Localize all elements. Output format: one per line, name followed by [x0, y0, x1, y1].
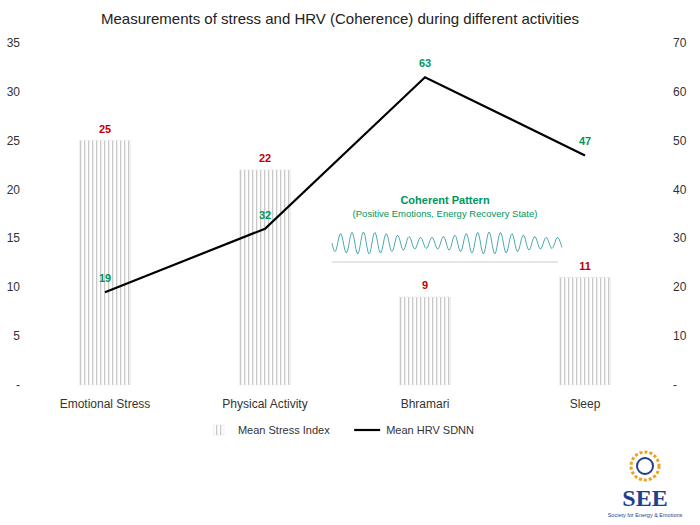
legend-swatch — [214, 425, 224, 435]
y-tick-label: 35 — [7, 36, 21, 50]
x-tick-label: Physical Activity — [222, 397, 307, 411]
y2-tick-label: - — [673, 378, 677, 392]
y2-tick-label: 20 — [673, 280, 687, 294]
bar-data-label: 22 — [259, 152, 271, 164]
bar-data-label: 25 — [99, 123, 111, 135]
y-tick-label: 25 — [7, 134, 21, 148]
line-data-label: 47 — [579, 135, 591, 147]
legend-item: Mean HRV SDNN — [354, 424, 474, 436]
y2-tick-label: 40 — [673, 183, 687, 197]
legend-label: Mean Stress Index — [238, 424, 330, 436]
annotation: (Positive Emotions, Energy Recovery Stat… — [353, 208, 538, 219]
logo-text: SEE — [622, 485, 667, 511]
y2-tick-label: 30 — [673, 231, 687, 245]
bar — [239, 170, 290, 385]
x-tick-label: Bhramari — [401, 397, 450, 411]
annotation: Coherent Pattern — [400, 194, 490, 206]
x-tick-label: Sleep — [570, 397, 601, 411]
waveform-illustration — [330, 222, 562, 268]
y2-tick-label: 60 — [673, 85, 687, 99]
y2-tick-label: 70 — [673, 36, 687, 50]
legend-label: Mean HRV SDNN — [386, 424, 474, 436]
legend-item: Mean Stress Index — [214, 424, 330, 436]
line — [105, 77, 585, 292]
x-tick-label: Emotional Stress — [60, 397, 151, 411]
chart: Measurements of stress and HRV (Coherenc… — [0, 0, 700, 525]
title: Measurements of stress and HRV (Coherenc… — [101, 10, 579, 27]
legend-swatch — [354, 429, 380, 431]
line-data-label: 19 — [99, 272, 111, 284]
line-data-label: 32 — [259, 209, 271, 221]
logo-icon — [631, 452, 659, 480]
legend: Mean Stress Index Mean HRV SDNN — [214, 424, 474, 436]
y-tick-label: 5 — [13, 329, 20, 343]
y-tick-label: 20 — [7, 183, 21, 197]
y2-tick-label: 10 — [673, 329, 687, 343]
bar — [559, 278, 610, 385]
line-data-label: 63 — [419, 57, 431, 69]
y2-tick-label: 50 — [673, 134, 687, 148]
y-tick-label: 10 — [7, 280, 21, 294]
y-tick-label: - — [16, 378, 20, 392]
bar-data-label: 9 — [422, 279, 428, 291]
y-tick-label: 15 — [7, 231, 21, 245]
bar — [79, 141, 130, 385]
bar — [399, 297, 450, 385]
bar-data-label: 11 — [579, 260, 591, 272]
plot-marks — [79, 77, 610, 385]
y-tick-label: 30 — [7, 85, 21, 99]
logo-subtitle: Society for Energy & Emotions — [608, 512, 683, 518]
